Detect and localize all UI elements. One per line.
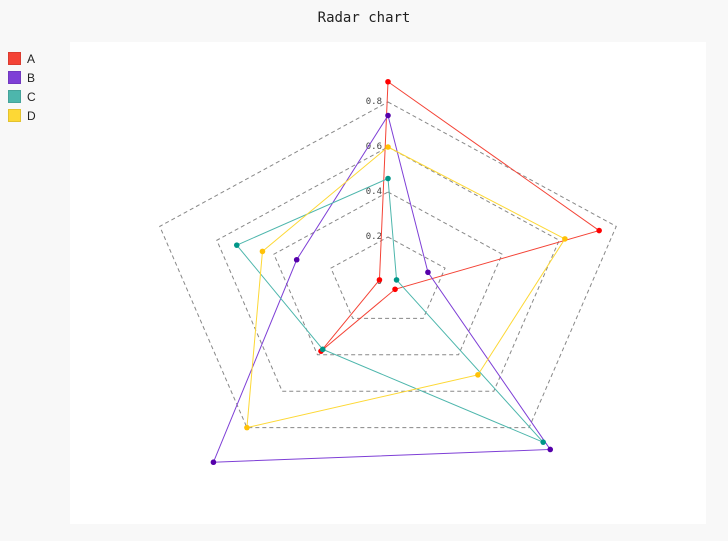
data-point-A: [376, 277, 383, 283]
data-point-C: [393, 277, 400, 283]
legend-label: A: [27, 51, 36, 66]
legend-label: D: [27, 108, 36, 123]
series-line-D: [246, 146, 566, 429]
legend-item-D[interactable]: D: [8, 106, 36, 125]
series-line-B: [212, 114, 552, 463]
data-point-D: [244, 424, 250, 431]
data-point-B: [425, 269, 431, 276]
data-point-B: [293, 256, 300, 263]
data-point-A: [392, 286, 398, 293]
legend-label: C: [27, 89, 36, 104]
legend-swatch: [8, 109, 21, 122]
data-point-C: [319, 346, 326, 353]
data-point-A: [385, 78, 391, 85]
data-point-C: [233, 242, 240, 248]
grid-ring: [216, 146, 560, 392]
data-point-B: [547, 446, 554, 453]
grid-ring: [330, 236, 446, 319]
data-point-D: [562, 236, 568, 242]
legend-item-B[interactable]: B: [8, 68, 36, 87]
legend-item-C[interactable]: C: [8, 87, 36, 106]
data-point-C: [540, 439, 546, 445]
data-point-D: [259, 248, 266, 255]
tick-label: 0.4: [366, 187, 382, 197]
legend-swatch: [8, 52, 21, 65]
legend-item-A[interactable]: A: [8, 49, 36, 68]
data-point-C: [385, 175, 391, 182]
series-line-A: [320, 80, 601, 352]
data-point-D: [475, 372, 481, 378]
data-point-B: [210, 459, 217, 466]
tick-label: 0.8: [366, 97, 382, 107]
data-point-B: [385, 112, 391, 119]
data-point-D: [385, 144, 391, 150]
grid-ring: [273, 191, 503, 356]
tick-label: 0.6: [366, 142, 382, 152]
tick-label: 0.2: [366, 232, 382, 242]
legend-swatch: [8, 71, 21, 84]
grid-ring: [159, 101, 617, 429]
chart-title: Radar chart: [317, 10, 411, 26]
legend-label: B: [27, 70, 36, 85]
data-point-A: [596, 227, 602, 234]
series-line-C: [235, 177, 544, 443]
plot-area: [70, 42, 706, 524]
legend-swatch: [8, 90, 21, 103]
